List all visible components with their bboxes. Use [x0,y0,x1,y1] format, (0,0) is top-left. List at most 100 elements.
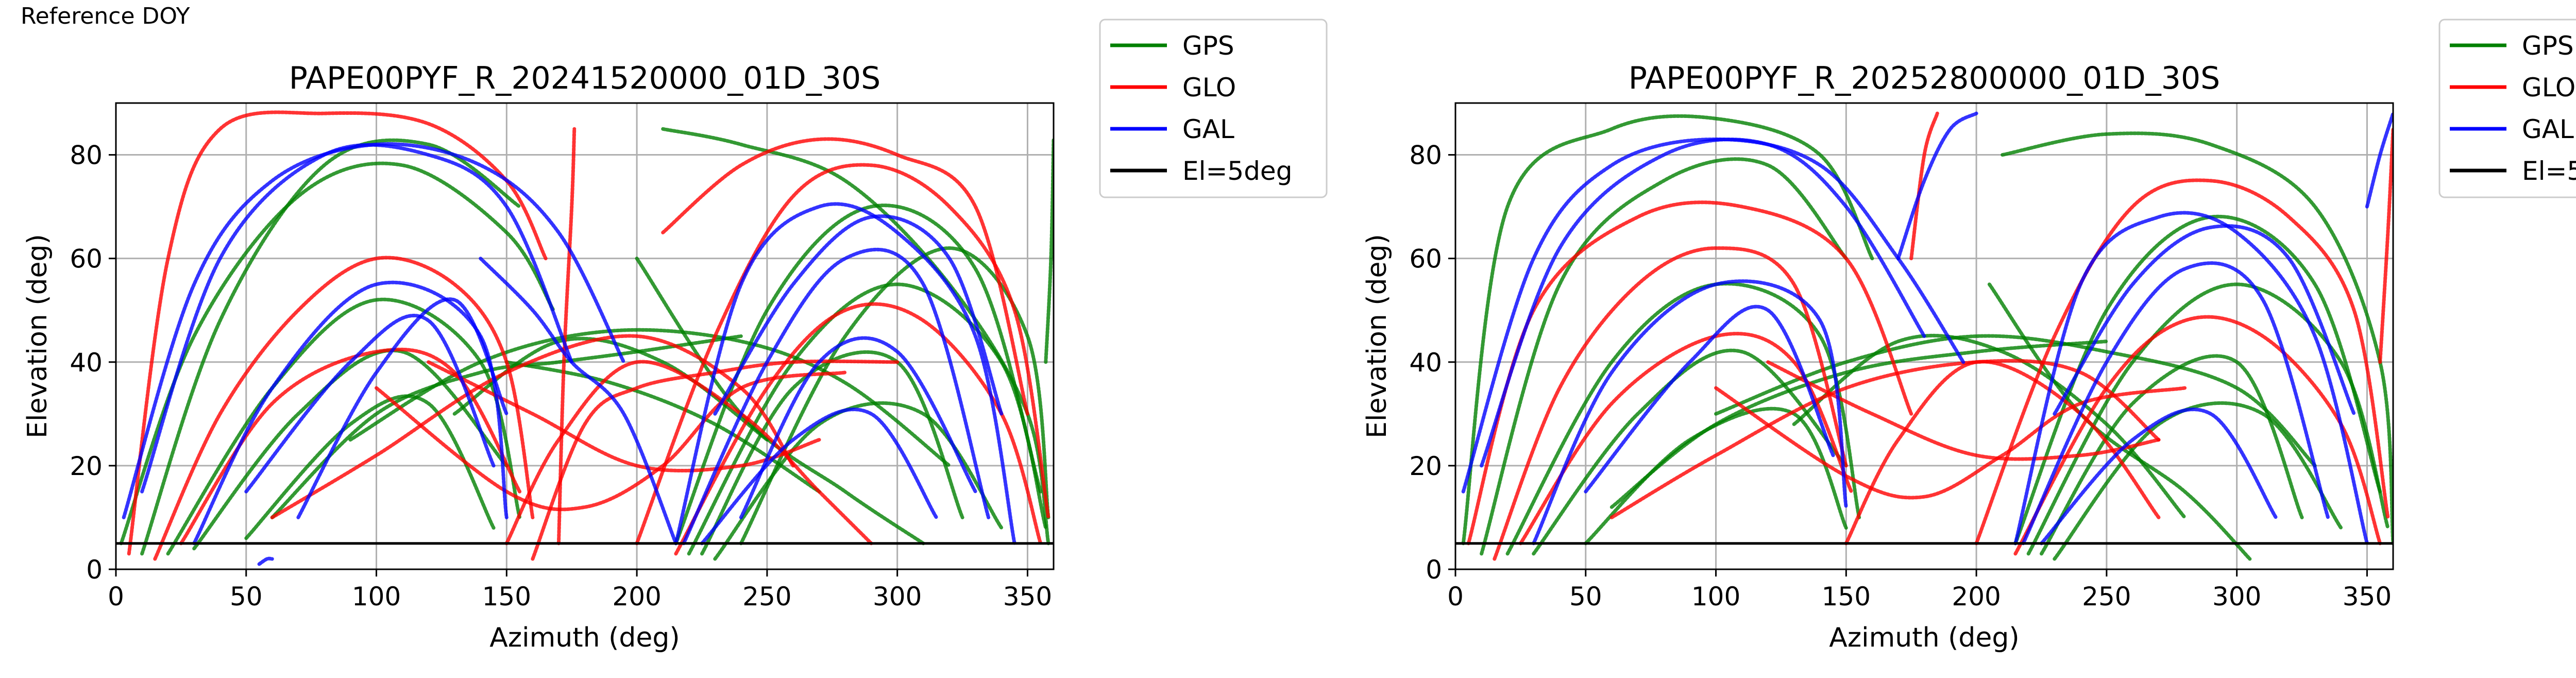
reference-doy-label: Reference DOY [21,3,190,29]
track-glo [504,360,873,546]
track-glo [1974,178,2390,546]
track-gps [700,350,964,556]
skyplot-chart-1: 0 50 100 150 200 250 300 350 0 20 40 60 80 PAPE00PYF_… [22,19,1328,653]
track-gal [2021,261,2330,546]
x-tick-label: 350 [1003,582,1052,612]
track-gps [713,401,1004,561]
legend-label: GAL [2522,114,2574,144]
track-glo [556,127,577,546]
y-tick-label: 20 [1409,451,1442,481]
track-gal [1532,279,1848,546]
track-glo [2378,127,2393,364]
x-tick-label: 100 [1691,582,1740,612]
x-tick-label: 150 [482,582,531,612]
legend-label: GPS [1182,31,1234,61]
legend: GPS GLO GAL El=5deg [1099,19,1328,198]
x-tick-label: 300 [2212,582,2261,612]
chart-title: PAPE00PYF_R_20241520000_01D_30S [289,60,880,96]
skyplot-chart-2: 0 50 100 150 200 250 300 350 0 20 40 60 80 PAPE00PYF_… [1362,19,2576,653]
legend-label: GAL [1182,114,1234,144]
chart-title: PAPE00PYF_R_20252800000_01D_30S [1629,60,2220,96]
track-gal [2013,211,2369,546]
track-glo [1518,332,1853,546]
legend-label: El=5deg [2522,156,2576,186]
track-gal [192,280,509,546]
x-tick-label: 300 [873,582,922,612]
track-gal [700,408,938,546]
track-gps [687,282,1048,556]
track-glo [2013,315,2382,556]
x-tick-label: 100 [352,582,401,612]
y-tick-label: 0 [86,555,103,585]
track-glo [127,110,548,556]
legend-box [1099,19,1328,198]
track-gps [661,127,1050,546]
track-gps [1461,114,1874,546]
track-gal [1480,138,1926,468]
legend-label: GLO [1182,73,1236,103]
plot-area [116,103,1054,569]
x-tick-label: 200 [1952,582,2001,612]
x-tick-label: 150 [1822,582,1871,612]
track-gps [2040,354,2304,556]
track-gal [257,556,274,566]
track-gps [2001,131,2393,546]
track-gal [674,202,1016,546]
x-axis-label: Azimuth (deg) [489,622,680,653]
x-tick-label: 50 [230,582,263,612]
y-tick-label: 40 [70,348,103,378]
track-gal [1584,304,1835,494]
legend-label: GPS [2522,31,2574,61]
track-glo [1714,386,2187,500]
tracks-group [1461,111,2393,561]
track-gps [1792,333,2187,519]
track-glo [1766,360,2161,461]
legend-label: GLO [2522,73,2575,103]
y-tick-label: 20 [70,451,103,481]
y-tick-label: 60 [70,244,103,274]
x-tick-label: 50 [1569,582,1602,612]
track-gps [1584,406,1848,546]
x-tick-label: 250 [2082,582,2131,612]
track-gal [140,143,574,494]
track-glo [674,302,1043,556]
track-glo [531,359,900,561]
y-axis-label: Elevation (deg) [22,234,53,438]
track-gal [244,314,496,494]
track-glo [635,163,1050,546]
track-gps [1609,340,2109,509]
track-gps [1714,334,2317,468]
track-glo [1609,359,2161,519]
track-gps [192,348,509,551]
track-gps [2026,282,2390,556]
x-tick-label: 0 [108,582,124,612]
x-axis-label: Azimuth (deg) [1829,622,2019,653]
track-gal [1896,111,1978,261]
track-gps [1480,157,1848,556]
track-gal [296,297,509,519]
track-gps [2053,401,2343,561]
track-gal [2365,111,2393,209]
track-gal [682,247,991,546]
track-gal [2040,408,2278,546]
track-glo [427,360,821,473]
track-glo [1909,111,1939,261]
plot-frame [115,102,1055,570]
x-tick-label: 350 [2343,582,2392,612]
y-tick-label: 40 [1409,348,1442,378]
y-axis-label: Elevation (deg) [1362,234,1393,438]
track-gps [504,360,821,494]
x-tick-label: 0 [1447,582,1464,612]
y-tick-label: 80 [1409,141,1442,171]
track-gal [2053,224,2356,416]
track-glo [1493,246,1848,561]
track-gal [739,336,977,519]
x-tick-label: 200 [612,582,661,612]
tracks-group [119,110,1054,566]
track-glo [661,137,1029,416]
y-tick-label: 0 [1426,555,1442,585]
track-gal [713,214,1004,416]
legend-box [2438,19,2576,198]
track-glo [375,370,848,512]
